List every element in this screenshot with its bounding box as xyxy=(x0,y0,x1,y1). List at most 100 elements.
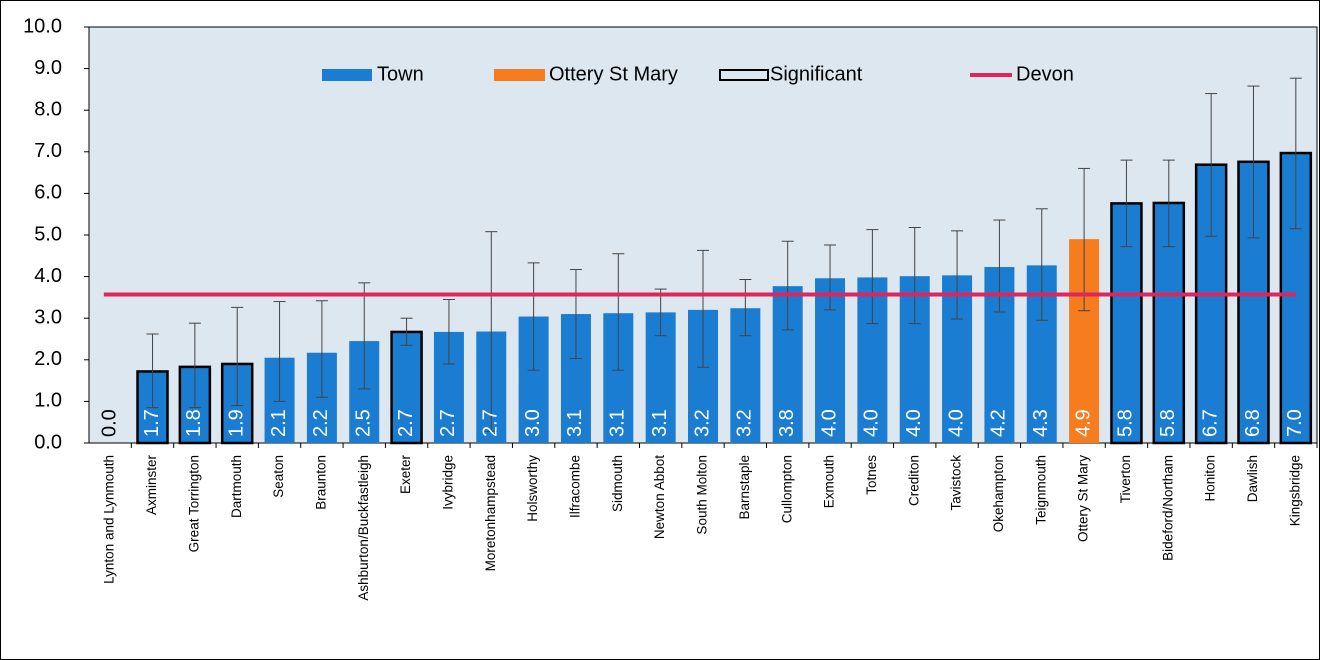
legend-label: Town xyxy=(377,63,424,85)
x-tick-label: Exeter xyxy=(398,455,413,495)
error-bar xyxy=(569,269,582,360)
value-label: 4.0 xyxy=(945,409,967,437)
value-label: 7.0 xyxy=(1284,409,1306,437)
error-bar xyxy=(273,301,286,402)
x-tick-label: Bideford/Northam xyxy=(1160,455,1175,561)
value-label: 4.0 xyxy=(818,409,840,437)
x-tick-label: Ilfracombe xyxy=(568,455,583,518)
error-bar xyxy=(824,244,837,311)
legend-label: Significant xyxy=(770,63,863,85)
x-tick-label: Exmouth xyxy=(822,455,837,508)
x-tick-label: Totnes xyxy=(864,455,879,495)
y-tick-label: 1.0 xyxy=(34,390,62,412)
error-bar xyxy=(1205,93,1218,237)
value-label: 6.8 xyxy=(1242,409,1264,437)
value-label: 1.8 xyxy=(183,409,205,437)
legend-label: Devon xyxy=(1016,63,1074,85)
error-bar xyxy=(1120,159,1133,248)
error-bar xyxy=(485,231,498,432)
error-bar xyxy=(739,279,752,337)
error-bar xyxy=(146,333,159,409)
x-tick-label: Tiverton xyxy=(1118,455,1133,503)
value-label: 2.2 xyxy=(310,409,332,437)
x-tick-label: Great Torrington xyxy=(186,455,201,552)
x-tick-label: Holsworthy xyxy=(525,455,540,522)
value-label: 2.5 xyxy=(353,409,375,437)
error-bar xyxy=(1289,77,1302,230)
value-label: 4.0 xyxy=(861,409,883,437)
error-bar xyxy=(1035,208,1048,321)
error-bar xyxy=(527,262,540,371)
value-label: 4.9 xyxy=(1072,409,1094,437)
x-tick-label: Seaton xyxy=(271,455,286,498)
y-tick-label: 9.0 xyxy=(34,57,62,79)
legend-label: Ottery St Mary xyxy=(549,63,678,85)
value-label: 3.2 xyxy=(691,409,713,437)
value-label: 2.1 xyxy=(268,409,290,437)
value-label: 4.0 xyxy=(903,409,925,437)
value-label: 6.7 xyxy=(1199,409,1221,437)
value-label: 4.2 xyxy=(988,409,1010,437)
y-tick-label: 6.0 xyxy=(34,182,62,204)
value-label: 1.7 xyxy=(141,409,163,437)
value-label: 2.7 xyxy=(395,409,417,437)
error-bar xyxy=(188,322,201,409)
error-bar xyxy=(951,230,964,320)
value-label: 0.0 xyxy=(98,409,120,437)
x-tick-label: Sidmouth xyxy=(610,455,625,512)
y-tick-label: 0.0 xyxy=(34,431,62,453)
x-tick-label: Axminster xyxy=(144,454,159,515)
x-tick-label: South Molton xyxy=(695,455,710,535)
x-tick-label: Crediton xyxy=(906,455,921,506)
y-tick-label: 3.0 xyxy=(34,306,62,328)
error-bar xyxy=(1247,85,1260,239)
value-label: 3.1 xyxy=(607,409,629,437)
x-tick-label: Lynton and Lynmouth xyxy=(102,455,117,584)
x-tick-label: Cullompton xyxy=(779,455,794,523)
value-label: 3.0 xyxy=(522,409,544,437)
error-bar xyxy=(315,300,328,398)
x-tick-label: Braunton xyxy=(313,455,328,510)
x-tick-label: Dawlish xyxy=(1245,455,1260,502)
x-tick-label: Dartmouth xyxy=(229,455,244,518)
error-bar xyxy=(781,240,794,331)
y-tick-label: 5.0 xyxy=(34,223,62,245)
value-label: 5.8 xyxy=(1115,409,1137,437)
y-tick-label: 7.0 xyxy=(34,140,62,162)
value-label: 2.7 xyxy=(480,409,502,437)
value-label: 5.8 xyxy=(1157,409,1179,437)
value-label: 3.2 xyxy=(734,409,756,437)
value-label: 1.9 xyxy=(225,409,247,437)
value-label: 3.1 xyxy=(564,409,586,437)
value-label: 3.1 xyxy=(649,409,671,437)
y-tick-label: 4.0 xyxy=(34,265,62,287)
error-bar xyxy=(654,288,667,337)
error-bar xyxy=(358,282,371,390)
error-bar xyxy=(1078,167,1091,312)
error-bar xyxy=(400,317,413,346)
y-tick-label: 2.0 xyxy=(34,348,62,370)
x-tick-label: Kingsbridge xyxy=(1287,455,1302,526)
x-tick-label: Moretonhampstead xyxy=(483,455,498,571)
value-label: 2.7 xyxy=(437,409,459,437)
error-bar xyxy=(612,253,625,371)
x-tick-label: Ashburton/Buckfastleigh xyxy=(356,455,371,601)
legend-swatch xyxy=(322,69,372,81)
x-tick-label: Teignmouth xyxy=(1033,455,1048,525)
error-bar xyxy=(231,306,244,407)
value-label: 4.3 xyxy=(1030,409,1052,437)
x-tick-label: Ottery St Mary xyxy=(1076,455,1091,542)
legend-swatch xyxy=(494,69,545,81)
x-tick-label: Tavistock xyxy=(949,455,964,511)
x-tick-label: Honiton xyxy=(1203,455,1218,502)
value-label: 3.8 xyxy=(776,409,798,437)
error-bar xyxy=(993,219,1006,313)
bar xyxy=(390,330,423,445)
x-tick-label: Newton Abbot xyxy=(652,455,667,539)
error-bar xyxy=(866,229,879,325)
x-tick-label: Barnstaple xyxy=(737,455,752,520)
x-tick-label: Ivybridge xyxy=(440,455,455,510)
y-tick-label: 8.0 xyxy=(34,98,62,120)
y-tick-label: 10.0 xyxy=(23,15,62,37)
